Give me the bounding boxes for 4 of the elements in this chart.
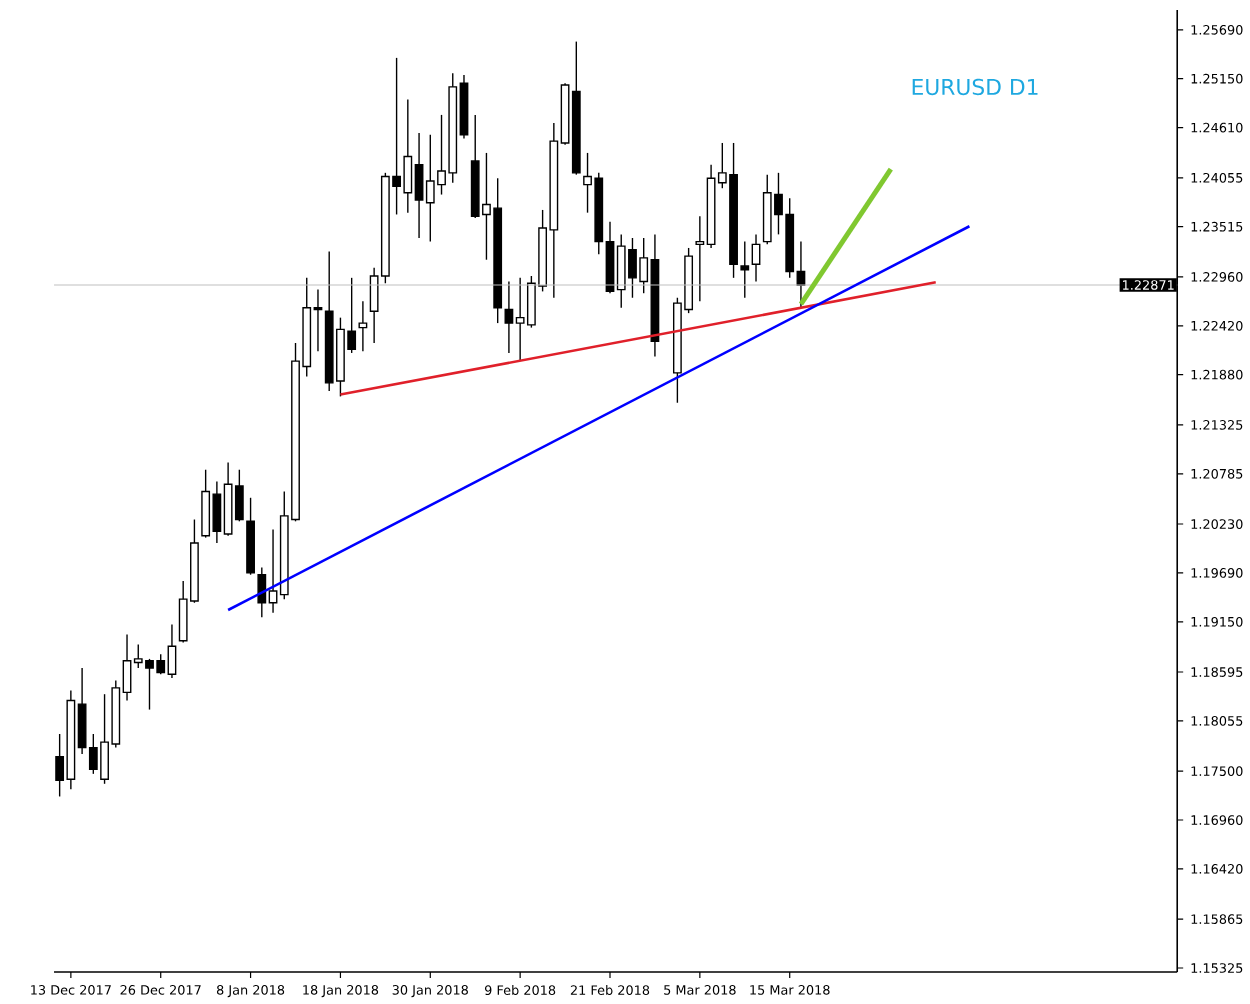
candlestick [740,240,750,299]
text: EURUSD D1 [912,78,1038,96]
candlestick [751,233,761,283]
candlestick [358,300,368,352]
